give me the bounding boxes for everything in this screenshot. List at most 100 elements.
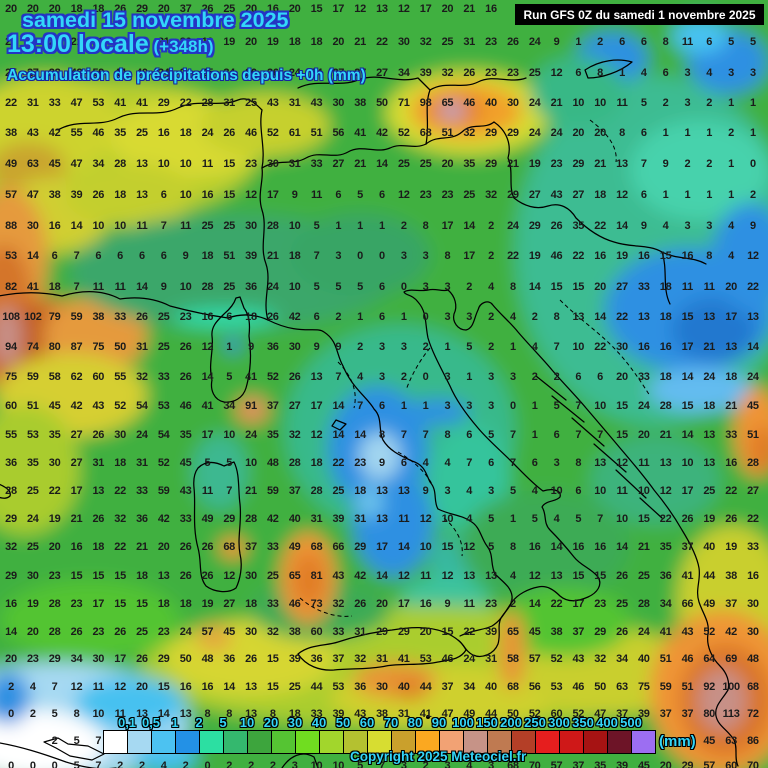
grid-value: 3 (444, 400, 451, 412)
grid-value: 6 (640, 36, 647, 48)
grid-value: 16 (201, 311, 214, 323)
grid-value: 16 (266, 3, 279, 15)
grid-value: 48 (747, 653, 759, 665)
grid-value: 29 (48, 653, 61, 665)
grid-value: 9 (553, 36, 560, 48)
grid-value: 4 (466, 513, 473, 525)
grid-value: 40 (485, 681, 497, 693)
grid-value: 20 (659, 760, 672, 768)
grid-value: 2 (226, 760, 233, 768)
legend-swatch (584, 731, 608, 753)
grid-value: 15 (157, 681, 170, 693)
grid-value: 30 (26, 220, 39, 232)
grid-value: 0 (749, 158, 756, 170)
legend-label: 30 (287, 715, 303, 730)
grid-value: 20 (594, 127, 606, 139)
grid-value: 17 (441, 220, 454, 232)
grid-value: 20 (48, 3, 61, 15)
grid-value: 31 (485, 653, 497, 665)
grid-value: 45 (179, 457, 192, 469)
grid-value: 25 (288, 681, 301, 693)
legend-label: 100 (452, 715, 474, 730)
grid-value: 41 (681, 570, 694, 582)
grid-value: 13 (747, 311, 759, 323)
grid-value: 16 (179, 681, 192, 693)
grid-value: 19 (266, 36, 279, 48)
grid-value: 65 (441, 97, 454, 109)
grid-value: 27 (70, 429, 83, 441)
grid-value: 75 (5, 371, 17, 383)
grid-value: 32 (288, 429, 301, 441)
grid-value: 6 (531, 457, 538, 469)
grid-value: 15 (70, 570, 83, 582)
grid-value: 15 (223, 158, 236, 170)
run-info-text: Run GFS 0Z du samedi 1 novembre 2025 (523, 7, 756, 22)
grid-value: 7 (509, 429, 516, 441)
grid-value: 1 (749, 97, 756, 109)
grid-value: 20 (136, 681, 148, 693)
grid-value: 37 (681, 541, 694, 553)
grid-value: 1 (226, 341, 233, 353)
grid-value: 34 (659, 598, 672, 610)
grid-value: 5 (335, 281, 342, 293)
grid-value: 37 (681, 708, 694, 720)
grid-value: 31 (376, 653, 388, 665)
grid-value: 28 (637, 598, 650, 610)
grid-value: 31 (310, 513, 323, 525)
grid-value: 18 (179, 598, 192, 610)
grid-value: 27 (528, 189, 541, 201)
grid-value: 10 (637, 485, 650, 497)
grid-value: 15 (681, 400, 694, 412)
grid-value: 88 (5, 220, 17, 232)
grid-value: 16 (5, 598, 17, 610)
grid-value: 30 (245, 626, 257, 638)
grid-value: 48 (201, 653, 214, 665)
grid-value: 55 (114, 371, 126, 383)
legend-swatch (512, 731, 536, 753)
grid-value: 68 (419, 127, 432, 139)
grid-value: 37 (179, 3, 192, 15)
grid-value: 39 (70, 189, 83, 201)
grid-value: 4 (466, 760, 473, 768)
legend-swatch (488, 731, 512, 753)
grid-value: 18 (92, 541, 105, 553)
grid-value: 35 (659, 541, 672, 553)
grid-value: 3 (684, 67, 691, 79)
grid-value: 2 (728, 127, 735, 139)
grid-value: 23 (550, 158, 563, 170)
grid-value: 33 (310, 158, 323, 170)
grid-value: 6 (400, 457, 407, 469)
grid-value: 39 (616, 760, 628, 768)
grid-value: 25 (5, 67, 17, 79)
grid-value: 8 (509, 281, 516, 293)
grid-value: 15 (441, 541, 454, 553)
grid-value: 39 (332, 708, 345, 720)
grid-value: 4 (29, 681, 36, 693)
grid-value: 72 (747, 708, 759, 720)
grid-value: 2 (706, 97, 713, 109)
grid-value: 22 (179, 97, 192, 109)
grid-value: 42 (288, 311, 301, 323)
grid-value: 8 (226, 708, 233, 720)
grid-value: 37 (441, 681, 454, 693)
grid-value: 7 (313, 250, 320, 262)
grid-value: 0 (51, 760, 58, 768)
grid-value: 21 (114, 36, 126, 48)
grid-value: 2 (488, 341, 494, 353)
grid-value: 12 (441, 570, 454, 582)
grid-value: 27 (354, 67, 366, 79)
grid-value: 14 (136, 281, 148, 293)
grid-value: 36 (245, 281, 257, 293)
grid-value: 25 (223, 281, 236, 293)
legend-label: 200 (500, 715, 522, 730)
grid-value: 22 (136, 36, 148, 48)
grid-value: 43 (310, 97, 323, 109)
grid-value: 4 (531, 341, 538, 353)
grid-value: 27 (26, 67, 39, 79)
grid-value: 29 (223, 513, 236, 525)
grid-value: 43 (572, 653, 585, 665)
grid-value: 20 (157, 3, 170, 15)
grid-value: 10 (441, 513, 454, 525)
grid-value: 27 (288, 400, 301, 412)
